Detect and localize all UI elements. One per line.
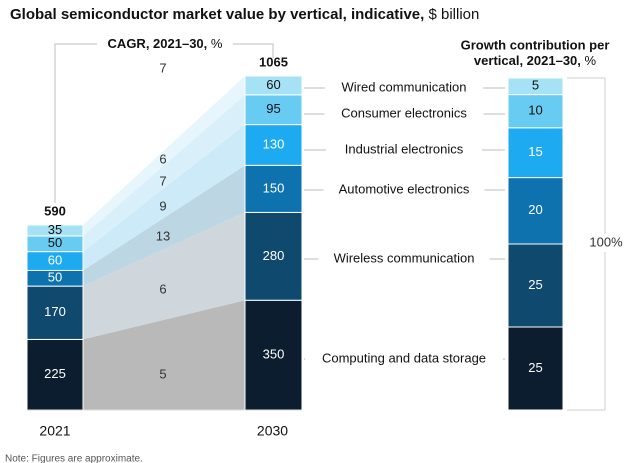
growth-total-label: 100% bbox=[589, 234, 623, 249]
value-label-2030-consumer: 95 bbox=[266, 101, 280, 116]
value-label-2021-wired: 35 bbox=[48, 222, 62, 237]
growth-bar-computing bbox=[507, 326, 564, 411]
bar-2030-computing bbox=[244, 299, 303, 411]
cagr-label-automotive: 13 bbox=[156, 228, 170, 243]
cagr-band-total bbox=[83, 76, 245, 225]
growth-bar-wireless bbox=[507, 243, 564, 328]
value-label-2021-computing: 225 bbox=[44, 366, 66, 381]
value-label-2030-industrial: 130 bbox=[263, 136, 285, 151]
x-tick-2021: 2021 bbox=[39, 423, 70, 439]
cagr-bracket-left bbox=[54, 43, 97, 203]
total-label-2021: 590 bbox=[44, 203, 66, 218]
bar-2030-wireless bbox=[244, 211, 303, 301]
value-label-2030-automotive: 150 bbox=[263, 180, 285, 195]
cagr-band-wireless bbox=[83, 212, 245, 340]
growth-title-line2: vertical, 2021–30, % bbox=[474, 53, 597, 68]
vertical-label-consumer: Consumer electronics bbox=[341, 105, 467, 120]
bar-segments bbox=[26, 75, 303, 411]
chart-title: Global semiconductor market value by ver… bbox=[10, 6, 479, 23]
value-label-2021-wireless: 170 bbox=[44, 304, 66, 319]
value-label-2021-consumer: 50 bbox=[48, 235, 62, 250]
bar-2021-wired bbox=[26, 224, 84, 237]
growth-value-automotive: 20 bbox=[528, 202, 542, 217]
cagr-label-wireless: 6 bbox=[159, 281, 166, 296]
growth-value-wireless: 25 bbox=[528, 277, 542, 292]
bar-2021-computing bbox=[26, 338, 84, 411]
cagr-label-total: 7 bbox=[159, 60, 166, 75]
chart-title-text: Global semiconductor market value by ver… bbox=[10, 6, 425, 23]
cagr-label-industrial: 9 bbox=[159, 198, 166, 213]
growth-value-industrial: 15 bbox=[528, 144, 542, 159]
cagr-header: CAGR, 2021–30, % bbox=[108, 36, 223, 51]
x-tick-2030: 2030 bbox=[257, 423, 288, 439]
cagr-band-computing bbox=[83, 300, 245, 410]
bar-2030-wired bbox=[244, 75, 303, 96]
total-label-2030: 1065 bbox=[259, 54, 288, 69]
value-label-2021-automotive: 50 bbox=[48, 270, 62, 285]
connector-lines bbox=[27, 43, 622, 411]
bar-2030-industrial bbox=[244, 124, 303, 166]
growth-bar-wired bbox=[507, 77, 564, 96]
growth-value-consumer: 10 bbox=[528, 103, 542, 118]
cagr-bracket-right bbox=[233, 43, 274, 58]
value-label-2030-computing: 350 bbox=[263, 347, 285, 362]
growth-title-line1: Growth contribution per bbox=[461, 37, 610, 52]
cagr-bands bbox=[83, 76, 245, 410]
growth-contribution-bar bbox=[507, 77, 564, 411]
vertical-label-wireless: Wireless communication bbox=[334, 250, 475, 265]
vertical-label-computing: Computing and data storage bbox=[322, 350, 486, 365]
vertical-label-wired: Wired communication bbox=[342, 79, 467, 94]
cagr-band-automotive bbox=[83, 165, 245, 287]
vertical-label-automotive: Automotive electronics bbox=[339, 181, 470, 196]
bar-2030-automotive bbox=[244, 164, 303, 213]
growth-bar-automotive bbox=[507, 177, 564, 245]
vertical-label-industrial: Industrial electronics bbox=[345, 141, 464, 156]
cagr-label-wired: 6 bbox=[159, 151, 166, 166]
cagr-band-wired bbox=[83, 76, 245, 236]
value-label-2021-industrial: 60 bbox=[48, 252, 62, 267]
bar-2030-consumer bbox=[244, 94, 303, 126]
footnote: Note: Figures are approximate. bbox=[5, 454, 143, 463]
cagr-band-consumer bbox=[83, 94, 245, 252]
growth-bracket-gap bbox=[588, 234, 622, 252]
growth-value-wired: 5 bbox=[532, 78, 539, 93]
chart-title-unit: $ billion bbox=[428, 6, 480, 23]
growth-bar-consumer bbox=[507, 94, 564, 129]
cagr-band-industrial bbox=[83, 124, 245, 271]
growth-value-computing: 25 bbox=[528, 360, 542, 375]
value-label-2030-wireless: 280 bbox=[263, 248, 285, 263]
cagr-label-consumer: 7 bbox=[159, 173, 166, 188]
value-label-2030-wired: 60 bbox=[266, 77, 280, 92]
cagr-label-computing: 5 bbox=[159, 366, 166, 381]
